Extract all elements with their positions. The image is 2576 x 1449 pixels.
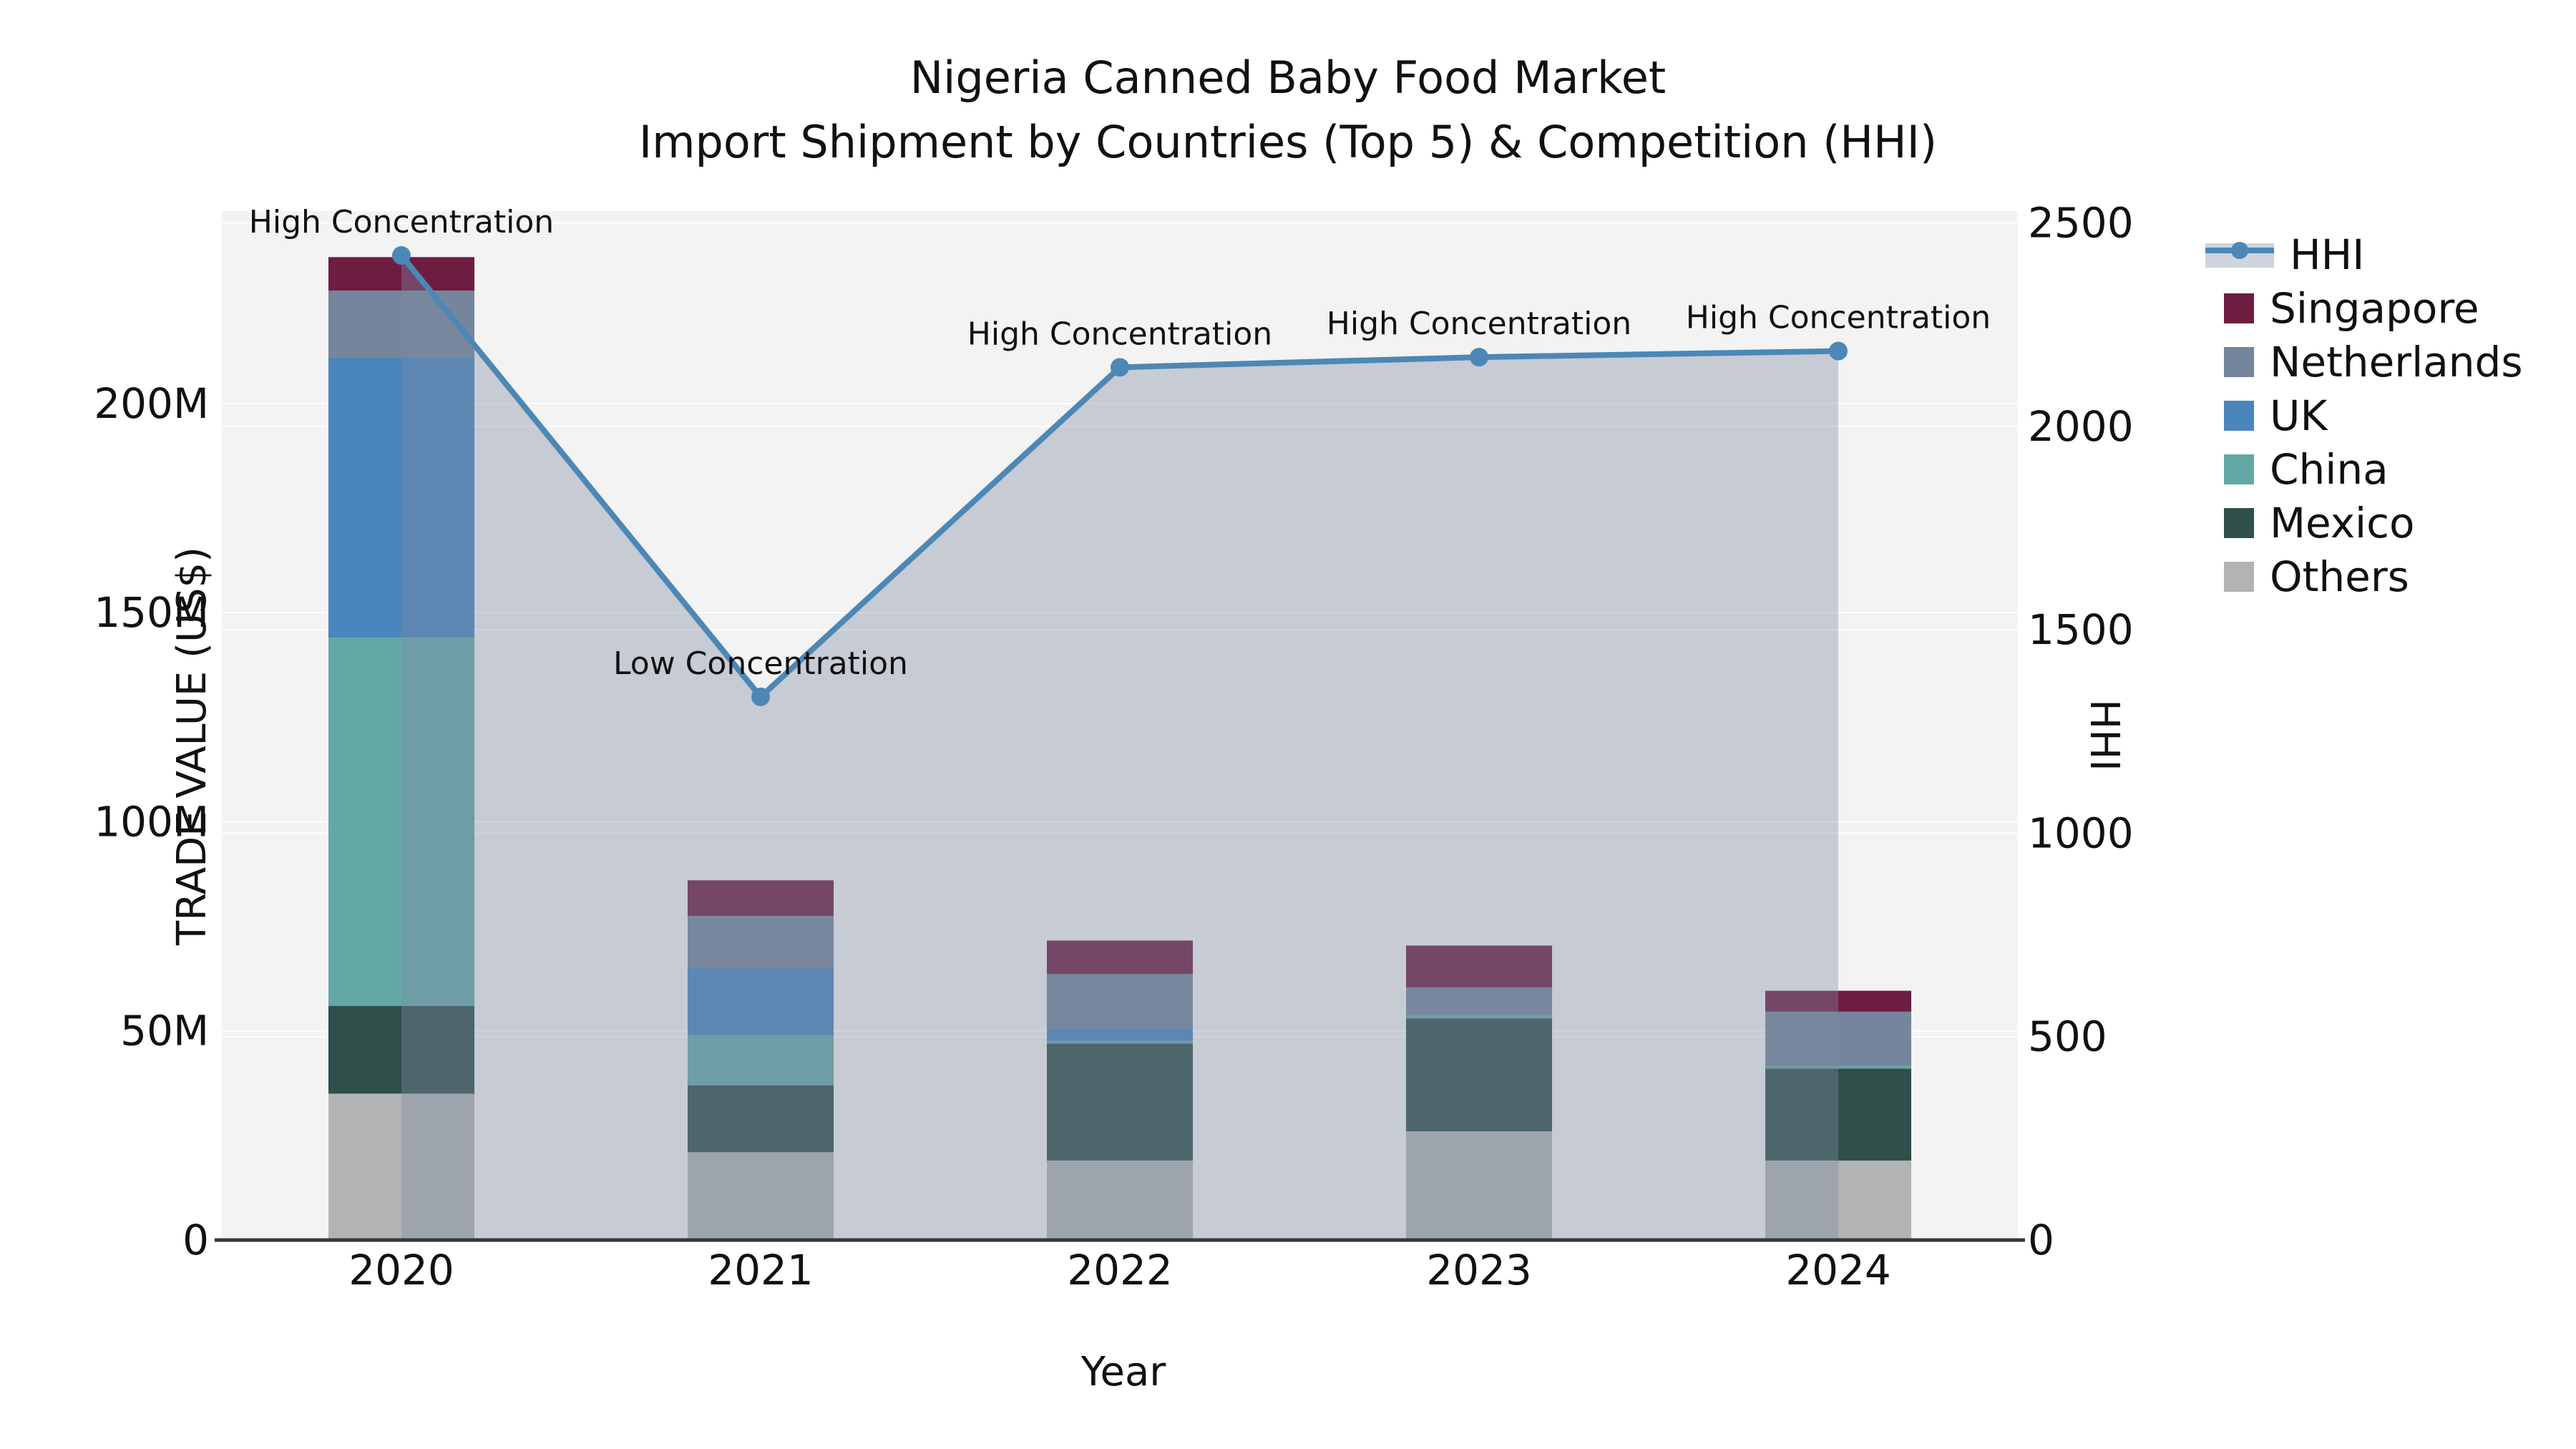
- legend-swatch-singapore: [2224, 293, 2254, 323]
- legend-label-netherlands: Netherlands: [2270, 337, 2523, 386]
- legend-swatch-china: [2224, 454, 2254, 484]
- bar-segment-netherlands-2023: [1406, 987, 1552, 1016]
- legend-swatch-mexico: [2224, 507, 2254, 538]
- y-left-tick-200M: 200M: [94, 379, 209, 428]
- bar-segment-mexico-2023: [1406, 1018, 1552, 1132]
- bar-segment-netherlands-2021: [688, 915, 834, 969]
- x-tick-2021: 2021: [708, 1246, 814, 1294]
- y-left-tick-0: 0: [182, 1216, 209, 1264]
- bar-segment-uk-2022: [1047, 1028, 1193, 1041]
- legend-item-mexico[interactable]: Mexico: [2205, 496, 2523, 550]
- legend-label-others: Others: [2270, 552, 2409, 601]
- y-right-tick-1000: 1000: [2028, 809, 2134, 857]
- legend-label-uk: UK: [2270, 391, 2328, 440]
- y-right-tick-0: 0: [2028, 1216, 2054, 1264]
- legend-swatch-uk: [2224, 400, 2254, 431]
- hhi-marker-2023: [1470, 348, 1488, 367]
- bar-segment-mexico-2021: [688, 1085, 834, 1153]
- legend-label-china: China: [2270, 444, 2389, 494]
- y-left-tick-150M: 150M: [94, 588, 209, 637]
- bar-segment-others-2021: [688, 1152, 834, 1240]
- x-tick-2024: 2024: [1785, 1246, 1891, 1294]
- bar-segment-singapore-2024: [1765, 990, 1911, 1012]
- x-axis-title: Year: [1080, 1349, 1166, 1395]
- legend-item-hhi[interactable]: HHI: [2205, 228, 2523, 281]
- bar-segment-mexico-2022: [1047, 1043, 1193, 1161]
- chart-title-line2: Import Shipment by Countries (Top 5) & C…: [638, 115, 1938, 168]
- legend-label-mexico: Mexico: [2270, 498, 2415, 547]
- bar-segment-china-2023: [1406, 1015, 1552, 1019]
- chart-title: Nigeria Canned Baby Food Market Import S…: [0, 46, 2576, 175]
- hhi-marker-2020: [392, 245, 411, 265]
- bar-segment-others-2020: [328, 1093, 474, 1240]
- x-tick-2022: 2022: [1067, 1246, 1173, 1294]
- y-right-tick-2000: 2000: [2028, 402, 2134, 451]
- legend-swatch-netherlands: [2224, 346, 2254, 377]
- legend-item-others[interactable]: Others: [2205, 550, 2523, 603]
- y-right-tick-500: 500: [2028, 1013, 2107, 1061]
- hhi-marker-2024: [1829, 341, 1848, 361]
- hhi-marker-2021: [751, 687, 770, 706]
- chart-title-line1: Nigeria Canned Baby Food Market: [909, 52, 1667, 104]
- bar-segment-uk-2021: [688, 968, 834, 1035]
- bar-segment-singapore-2022: [1047, 940, 1193, 975]
- legend-label-hhi: HHI: [2290, 230, 2365, 279]
- bar-segment-netherlands-2020: [328, 291, 474, 358]
- annotation-2024: High Concentration: [1686, 300, 1991, 336]
- y-right-tick-1500: 1500: [2028, 605, 2134, 654]
- hhi-marker-2022: [1111, 358, 1129, 377]
- y-right-tick-2500: 2500: [2028, 198, 2134, 247]
- x-tick-2023: 2023: [1426, 1246, 1532, 1294]
- bar-segment-china-2020: [328, 638, 474, 1006]
- legend-hhi-line-icon: [2205, 239, 2274, 270]
- bar-segment-netherlands-2022: [1047, 974, 1193, 1029]
- annotation-2021: Low Concentration: [613, 645, 908, 682]
- bar-segment-others-2022: [1047, 1160, 1193, 1240]
- bar-segment-mexico-2024: [1765, 1068, 1911, 1161]
- legend-item-singapore[interactable]: Singapore: [2205, 281, 2523, 335]
- bar-segment-mexico-2020: [328, 1005, 474, 1094]
- x-tick-2020: 2020: [348, 1246, 454, 1294]
- legend-item-china[interactable]: China: [2205, 442, 2523, 496]
- y-left-tick-50M: 50M: [120, 1007, 209, 1055]
- bar-segment-others-2023: [1406, 1131, 1552, 1240]
- bar-segment-china-2024: [1765, 1065, 1911, 1069]
- annotation-2020: High Concentration: [249, 204, 554, 240]
- legend-swatch-others: [2224, 561, 2254, 592]
- bar-segment-uk-2020: [328, 357, 474, 638]
- annotation-2022: High Concentration: [967, 316, 1272, 352]
- bar-segment-singapore-2021: [688, 880, 834, 916]
- legend-item-netherlands[interactable]: Netherlands: [2205, 335, 2523, 389]
- bar-segment-china-2021: [688, 1035, 834, 1085]
- y-left-tick-100M: 100M: [94, 797, 209, 846]
- legend: HHI Singapore Netherlands UK China Mexico Othe…: [2205, 228, 2523, 603]
- annotation-2023: High Concentration: [1327, 306, 1631, 342]
- legend-label-singapore: Singapore: [2270, 283, 2479, 333]
- bar-segment-netherlands-2024: [1765, 1011, 1911, 1066]
- bar-segment-others-2024: [1765, 1160, 1911, 1240]
- bar-segment-china-2022: [1047, 1040, 1193, 1044]
- hhi-area-fill: [401, 255, 1838, 1241]
- bar-segment-singapore-2023: [1406, 945, 1552, 987]
- legend-item-uk[interactable]: UK: [2205, 389, 2523, 442]
